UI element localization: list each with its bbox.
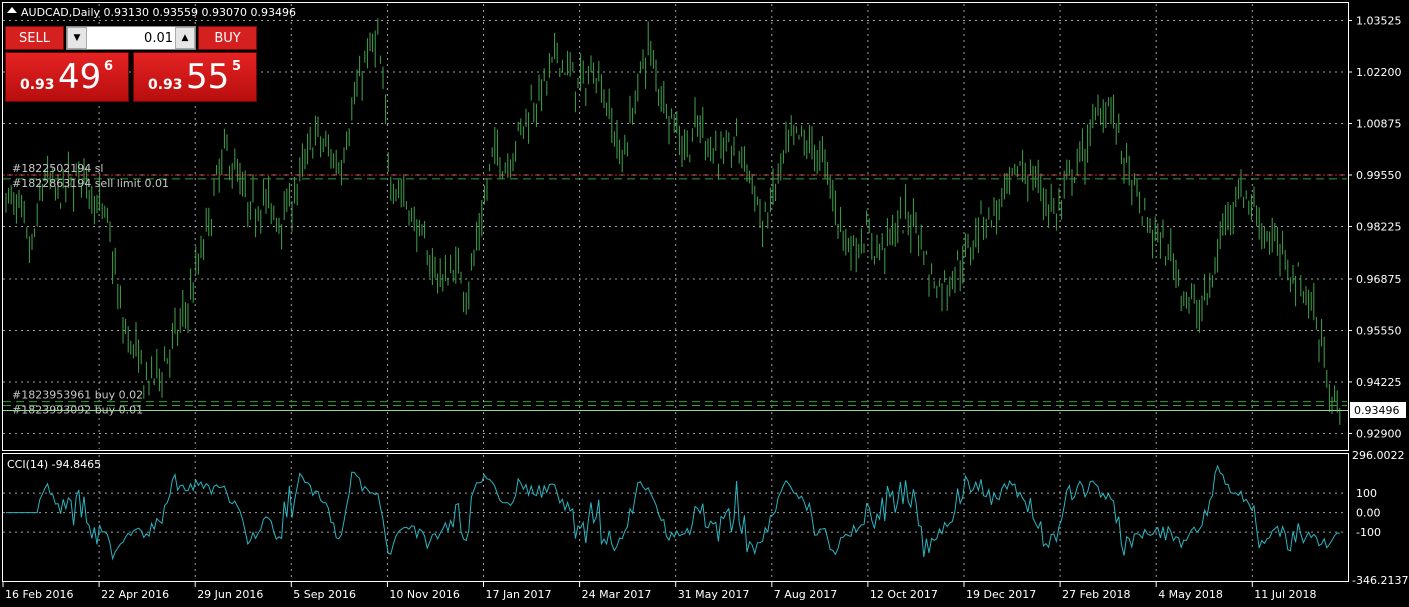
one-click-trading-panel: SELL ▼ ▲ BUY 0.93 49 6 0.93 55 5 (5, 26, 257, 102)
time-axis-label: 7 Aug 2017 (774, 588, 837, 601)
cci-axis-label: -100 (1356, 526, 1381, 539)
volume-input[interactable] (89, 27, 177, 49)
price-axis-label: 1.00875 (1356, 118, 1402, 131)
time-axis-label: 16 Feb 2016 (5, 588, 73, 601)
cci-axis: 296.0022 100 0.00 -100 -346.2137 (1352, 449, 1408, 587)
sell-price-button[interactable]: 0.93 49 6 (5, 52, 129, 102)
price-axis-label: 0.96875 (1356, 273, 1402, 286)
price-axis-label: 1.02200 (1356, 66, 1402, 79)
cci-axis-label: 0.00 (1356, 507, 1381, 520)
buy-price-prefix: 0.93 (148, 77, 183, 93)
cci-axis-label: -346.2137 (1352, 574, 1408, 587)
price-bars (5, 18, 1341, 425)
cci-axis-label: 296.0022 (1352, 449, 1405, 462)
chart-title: AUDCAD,Daily 0.93130 0.93559 0.93070 0.9… (21, 6, 296, 19)
order-line-label: #1823993092 buy 0.01 (12, 403, 143, 416)
sell-price-pip: 6 (104, 59, 114, 74)
price-axis-label: 1.03525 (1356, 15, 1402, 28)
order-line-label: #1823953961 buy 0.02 (12, 389, 143, 402)
time-axis-label: 17 Jan 2017 (486, 588, 552, 601)
collapse-arrow-icon[interactable] (7, 7, 17, 13)
cci-line (6, 464, 1340, 561)
time-axis-label: 24 Mar 2017 (582, 588, 652, 601)
current-price-tag (1350, 402, 1406, 418)
time-axis-label: 27 Feb 2018 (1062, 588, 1130, 601)
cci-label: CCI(14) -94.8465 (7, 458, 101, 471)
current-price-label: 0.93496 (1354, 404, 1400, 417)
time-axis-label: 11 Jul 2018 (1254, 588, 1316, 601)
price-axis: 1.03525 1.02200 1.00875 0.99550 0.98225 0.968… (1348, 15, 1402, 440)
price-axis-label: 0.92900 (1356, 427, 1402, 440)
buy-price-main: 55 (186, 57, 230, 97)
order-lines[interactable]: #1822502194 sl #1822863194 sell limit 0.0… (3, 162, 1347, 416)
time-axis-label: 31 May 2017 (678, 588, 750, 601)
order-line-label: #1822863194 sell limit 0.01 (12, 177, 169, 190)
volume-stepper[interactable]: ▼ ▲ (66, 26, 196, 50)
time-axis: 16 Feb 2016 22 Apr 2016 29 Jun 2016 5 Sep 2… (2, 582, 1317, 601)
time-axis-label: 5 Sep 2016 (293, 588, 356, 601)
time-axis-label: 19 Dec 2017 (966, 588, 1036, 601)
buy-button[interactable]: BUY (198, 26, 257, 50)
order-line-label: #1822502194 sl (12, 162, 104, 175)
indicator-pane-border (2, 453, 1349, 582)
cci-axis-label: 100 (1356, 487, 1377, 500)
price-axis-label: 0.98225 (1356, 221, 1402, 234)
volume-increase-icon[interactable]: ▲ (175, 27, 195, 49)
ohlc-bar-series (5, 18, 1341, 425)
cci-series (6, 464, 1340, 561)
volume-decrease-icon[interactable]: ▼ (67, 27, 87, 49)
sell-button[interactable]: SELL (5, 26, 64, 50)
time-axis-label: 10 Nov 2016 (389, 588, 459, 601)
price-axis-label: 0.94225 (1356, 376, 1402, 389)
buy-price-pip: 5 (232, 59, 242, 74)
time-axis-label: 12 Oct 2017 (870, 588, 938, 601)
sell-price-main: 49 (58, 57, 102, 97)
buy-price-button[interactable]: 0.93 55 5 (133, 52, 257, 102)
price-axis-label: 0.99550 (1356, 169, 1402, 182)
time-axis-label: 29 Jun 2016 (197, 588, 263, 601)
sell-price-prefix: 0.93 (20, 77, 55, 93)
time-axis-label: 22 Apr 2016 (101, 588, 169, 601)
time-axis-label: 4 May 2018 (1158, 588, 1223, 601)
price-axis-label: 0.95550 (1356, 324, 1402, 337)
